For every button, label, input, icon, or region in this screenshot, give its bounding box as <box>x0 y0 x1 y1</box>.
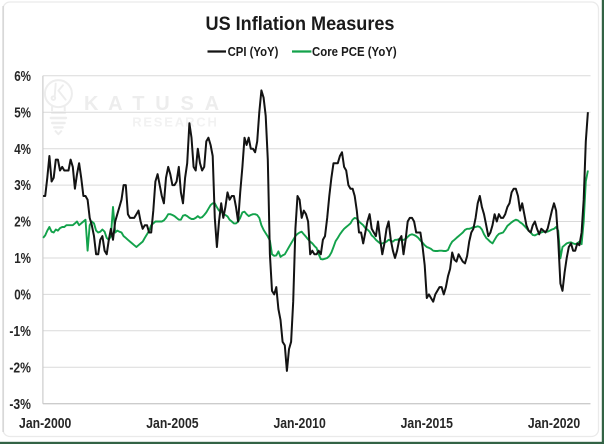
svg-text:4%: 4% <box>14 142 31 158</box>
svg-text:Jan-2010: Jan-2010 <box>273 416 325 432</box>
svg-text:6%: 6% <box>14 69 31 85</box>
svg-text:-2%: -2% <box>9 360 31 376</box>
svg-text:2%: 2% <box>14 215 31 231</box>
svg-text:1%: 1% <box>14 251 31 267</box>
svg-text:RESEARCH: RESEARCH <box>132 115 217 130</box>
svg-text:CPI (YoY): CPI (YoY) <box>228 44 279 59</box>
svg-text:-1%: -1% <box>9 324 31 340</box>
svg-text:US Inflation Measures: US Inflation Measures <box>206 13 395 35</box>
svg-text:5%: 5% <box>14 105 31 121</box>
svg-text:3%: 3% <box>14 178 31 194</box>
svg-text:Jan-2020: Jan-2020 <box>528 416 580 432</box>
svg-text:Core PCE (YoY): Core PCE (YoY) <box>312 44 397 59</box>
svg-text:Jan-2005: Jan-2005 <box>146 416 198 432</box>
svg-text:-3%: -3% <box>9 397 31 413</box>
svg-text:0%: 0% <box>14 288 31 304</box>
svg-text:Jan-2015: Jan-2015 <box>401 416 453 432</box>
svg-text:Jan-2000: Jan-2000 <box>19 416 71 432</box>
